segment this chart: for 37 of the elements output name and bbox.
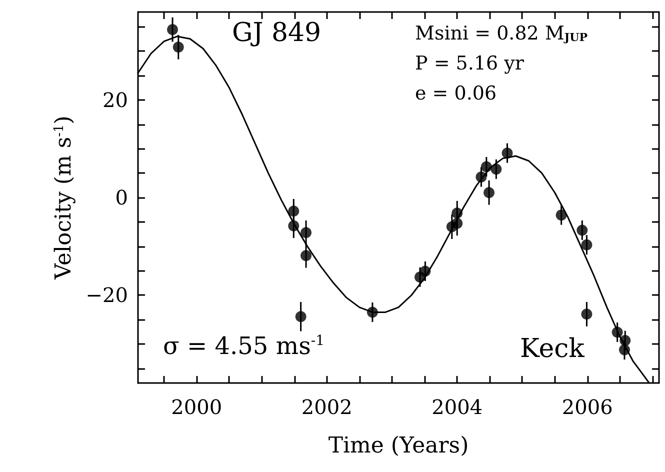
- point: [167, 24, 178, 36]
- y-axis-title: Velocity (m s-1): [51, 116, 76, 280]
- point: [576, 224, 588, 236]
- point: [452, 218, 463, 229]
- point: [581, 308, 592, 320]
- annotation: P = 5.16 yr: [415, 52, 525, 74]
- point: [556, 210, 567, 221]
- point: [300, 227, 312, 238]
- point: [452, 208, 463, 219]
- annotation: Keck: [520, 334, 585, 364]
- x-tick-label: 2006: [562, 395, 613, 419]
- point: [288, 220, 300, 232]
- x-axis-title: Time (Years): [328, 434, 469, 458]
- point: [620, 335, 631, 346]
- point: [420, 266, 431, 277]
- point: [366, 306, 378, 318]
- y-tick-label: −20: [86, 283, 128, 308]
- point: [480, 161, 492, 172]
- x-tick-label: 2004: [432, 395, 483, 419]
- point: [502, 148, 513, 159]
- y-tick-label: 0: [115, 186, 128, 210]
- point: [172, 42, 184, 53]
- point: [484, 187, 495, 198]
- point: [288, 206, 300, 217]
- point: [295, 311, 306, 322]
- point: [612, 326, 623, 338]
- x-tick-label: 2000: [171, 395, 222, 419]
- annotation: GJ 849: [232, 18, 322, 48]
- point: [476, 172, 487, 182]
- y-tick-label: 20: [102, 88, 128, 112]
- point: [581, 239, 592, 250]
- point: [618, 344, 630, 356]
- point: [300, 250, 312, 262]
- point: [490, 164, 502, 175]
- annotation: Msini = 0.82 MJUP: [415, 22, 588, 44]
- x-tick-label: 2002: [301, 395, 352, 419]
- annotation: e = 0.06: [415, 82, 497, 104]
